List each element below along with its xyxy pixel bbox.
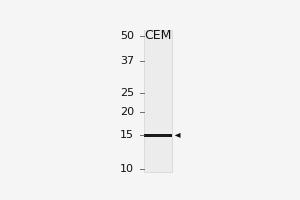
- Text: 20: 20: [120, 107, 134, 117]
- Bar: [145, 134, 172, 137]
- Bar: [145, 30, 172, 172]
- Text: 50: 50: [120, 31, 134, 41]
- Text: CEM: CEM: [145, 29, 172, 42]
- Text: 37: 37: [120, 56, 134, 66]
- Text: 15: 15: [120, 130, 134, 140]
- Polygon shape: [175, 133, 181, 138]
- Text: 10: 10: [120, 164, 134, 174]
- Text: 25: 25: [120, 88, 134, 98]
